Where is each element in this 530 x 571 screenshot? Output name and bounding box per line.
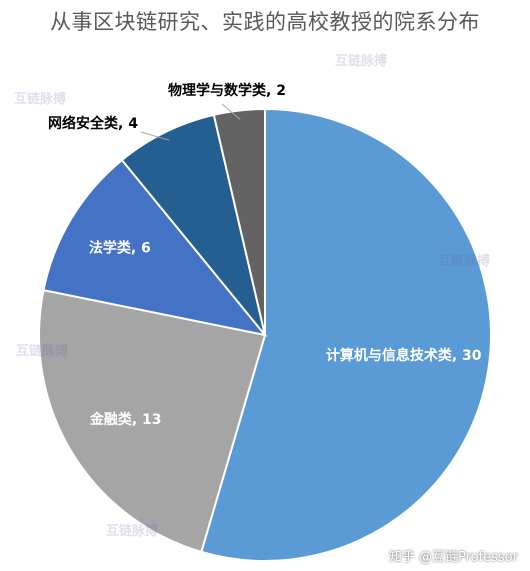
leader-line (221, 103, 241, 120)
slice-label: 物理学与数学类, 2 (168, 82, 286, 99)
leader-line (140, 131, 170, 141)
pie-slices (38, 107, 492, 562)
chart-title: 从事区块链研究、实践的高校教授的院系分布 (50, 10, 480, 34)
slice-label: 计算机与信息技术类, 30 (326, 347, 482, 364)
slice-label: 网络安全类, 4 (48, 115, 138, 132)
slice-label: 金融类, 13 (89, 411, 162, 428)
pie-slice (42, 158, 268, 337)
credit-text: 知乎 @互链Professor (388, 550, 518, 565)
slice-labels: 计算机与信息技术类, 30 金融类, 13 法学类, 6 网络安全类, 4 物理学与数学… (48, 82, 482, 428)
slice-label: 法学类, 6 (89, 240, 151, 257)
pie-slice (120, 113, 266, 336)
pie-slice (200, 107, 492, 562)
leader-lines (140, 103, 241, 141)
pie-slice (212, 107, 266, 336)
pie-slice (38, 288, 267, 554)
